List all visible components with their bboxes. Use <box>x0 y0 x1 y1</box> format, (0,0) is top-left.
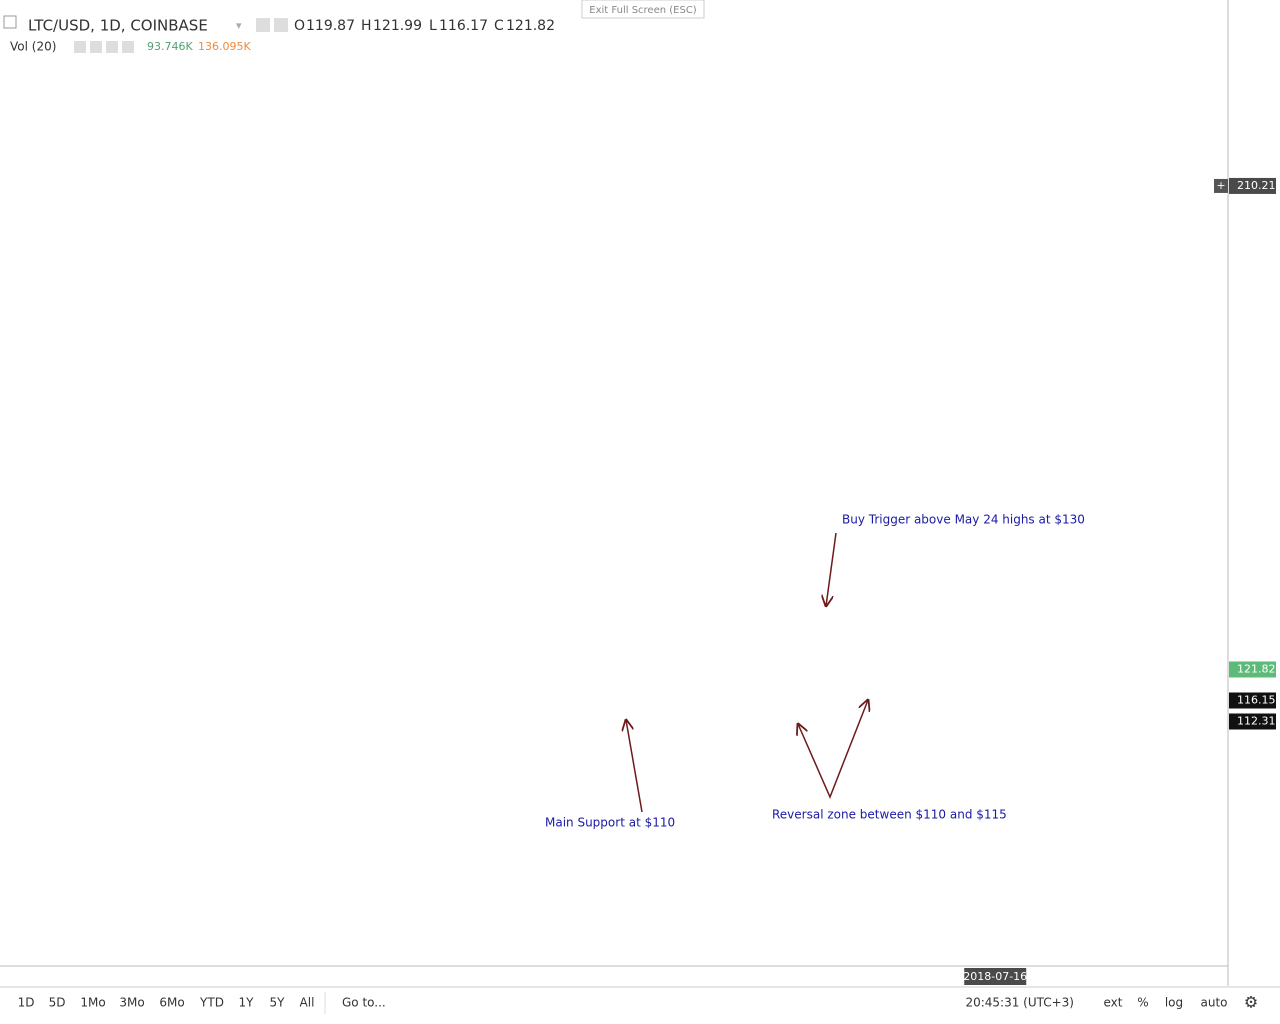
arrow <box>626 720 643 813</box>
crosshair-date: 2018-07-16 <box>963 970 1027 983</box>
ohlc-label: C <box>494 18 504 34</box>
price-label-box <box>1229 692 1276 709</box>
option-button[interactable]: % <box>1137 996 1148 1010</box>
icon[interactable] <box>256 18 270 32</box>
icon[interactable] <box>74 41 86 53</box>
range-button[interactable]: 1D <box>18 996 35 1010</box>
range-button[interactable]: 3Mo <box>119 996 144 1010</box>
crosshair-date-box <box>964 968 1027 985</box>
annotation: Buy Trigger above May 24 highs at $130 <box>842 513 1085 527</box>
price-label-box <box>1229 177 1276 194</box>
icon[interactable] <box>106 41 118 53</box>
volume-value: 93.746K <box>147 40 193 53</box>
ohlc-label: O <box>294 18 305 34</box>
ohlc-value: 119.87 <box>306 18 355 34</box>
arrow <box>826 532 837 606</box>
price-label: 210.21 <box>1237 179 1276 192</box>
option-button[interactable]: log <box>1165 996 1183 1010</box>
crosshair-button[interactable] <box>1214 178 1228 193</box>
range-button[interactable]: 5D <box>49 996 66 1010</box>
option-button[interactable]: ext <box>1104 996 1123 1010</box>
goto-button[interactable]: Go to... <box>342 996 386 1010</box>
settings-icon[interactable]: ⚙ <box>1244 993 1258 1012</box>
annotation: Main Support at $110 <box>545 816 675 830</box>
exit-fullscreen-button[interactable] <box>581 0 705 19</box>
icon[interactable] <box>122 41 134 53</box>
icon[interactable] <box>274 18 288 32</box>
range-button[interactable]: All <box>300 996 315 1010</box>
range-button[interactable]: YTD <box>199 996 224 1010</box>
icon: ▾ <box>236 19 242 32</box>
price-label: 116.15 <box>1237 694 1276 707</box>
ohlc-label: H <box>361 18 372 34</box>
toolbar <box>0 987 1280 1024</box>
price-axis <box>1228 0 1280 986</box>
range-button[interactable]: 5Y <box>270 996 286 1010</box>
range-button[interactable]: 1Y <box>239 996 255 1010</box>
volume-title: Vol (20) <box>10 40 56 54</box>
ohlc-label: L <box>429 18 437 34</box>
volume-ma: 136.095K <box>198 40 251 53</box>
range-button[interactable]: 1Mo <box>80 996 105 1010</box>
price-label-box <box>1229 713 1276 730</box>
price-label: 121.82 <box>1237 662 1276 675</box>
option-button[interactable]: auto <box>1200 996 1227 1010</box>
symbol: LTC/USD, 1D, COINBASE <box>28 17 208 35</box>
exit-fullscreen-label: Exit Full Screen (ESC) <box>589 5 697 16</box>
ohlc-value: 121.99 <box>373 18 422 34</box>
arrow <box>798 700 868 799</box>
icon[interactable] <box>90 41 102 53</box>
range-button[interactable]: 6Mo <box>159 996 184 1010</box>
price-label-box <box>1229 661 1276 678</box>
crosshair-plus: + <box>1216 179 1225 192</box>
ohlc-value: 116.17 <box>439 18 488 34</box>
clock: 20:45:31 (UTC+3) <box>965 996 1074 1010</box>
price-label: 112.31 <box>1237 715 1276 728</box>
annotation: Reversal zone between $110 and $115 <box>772 808 1007 822</box>
icon[interactable] <box>3 15 17 29</box>
ohlc-value: 121.82 <box>506 18 555 34</box>
